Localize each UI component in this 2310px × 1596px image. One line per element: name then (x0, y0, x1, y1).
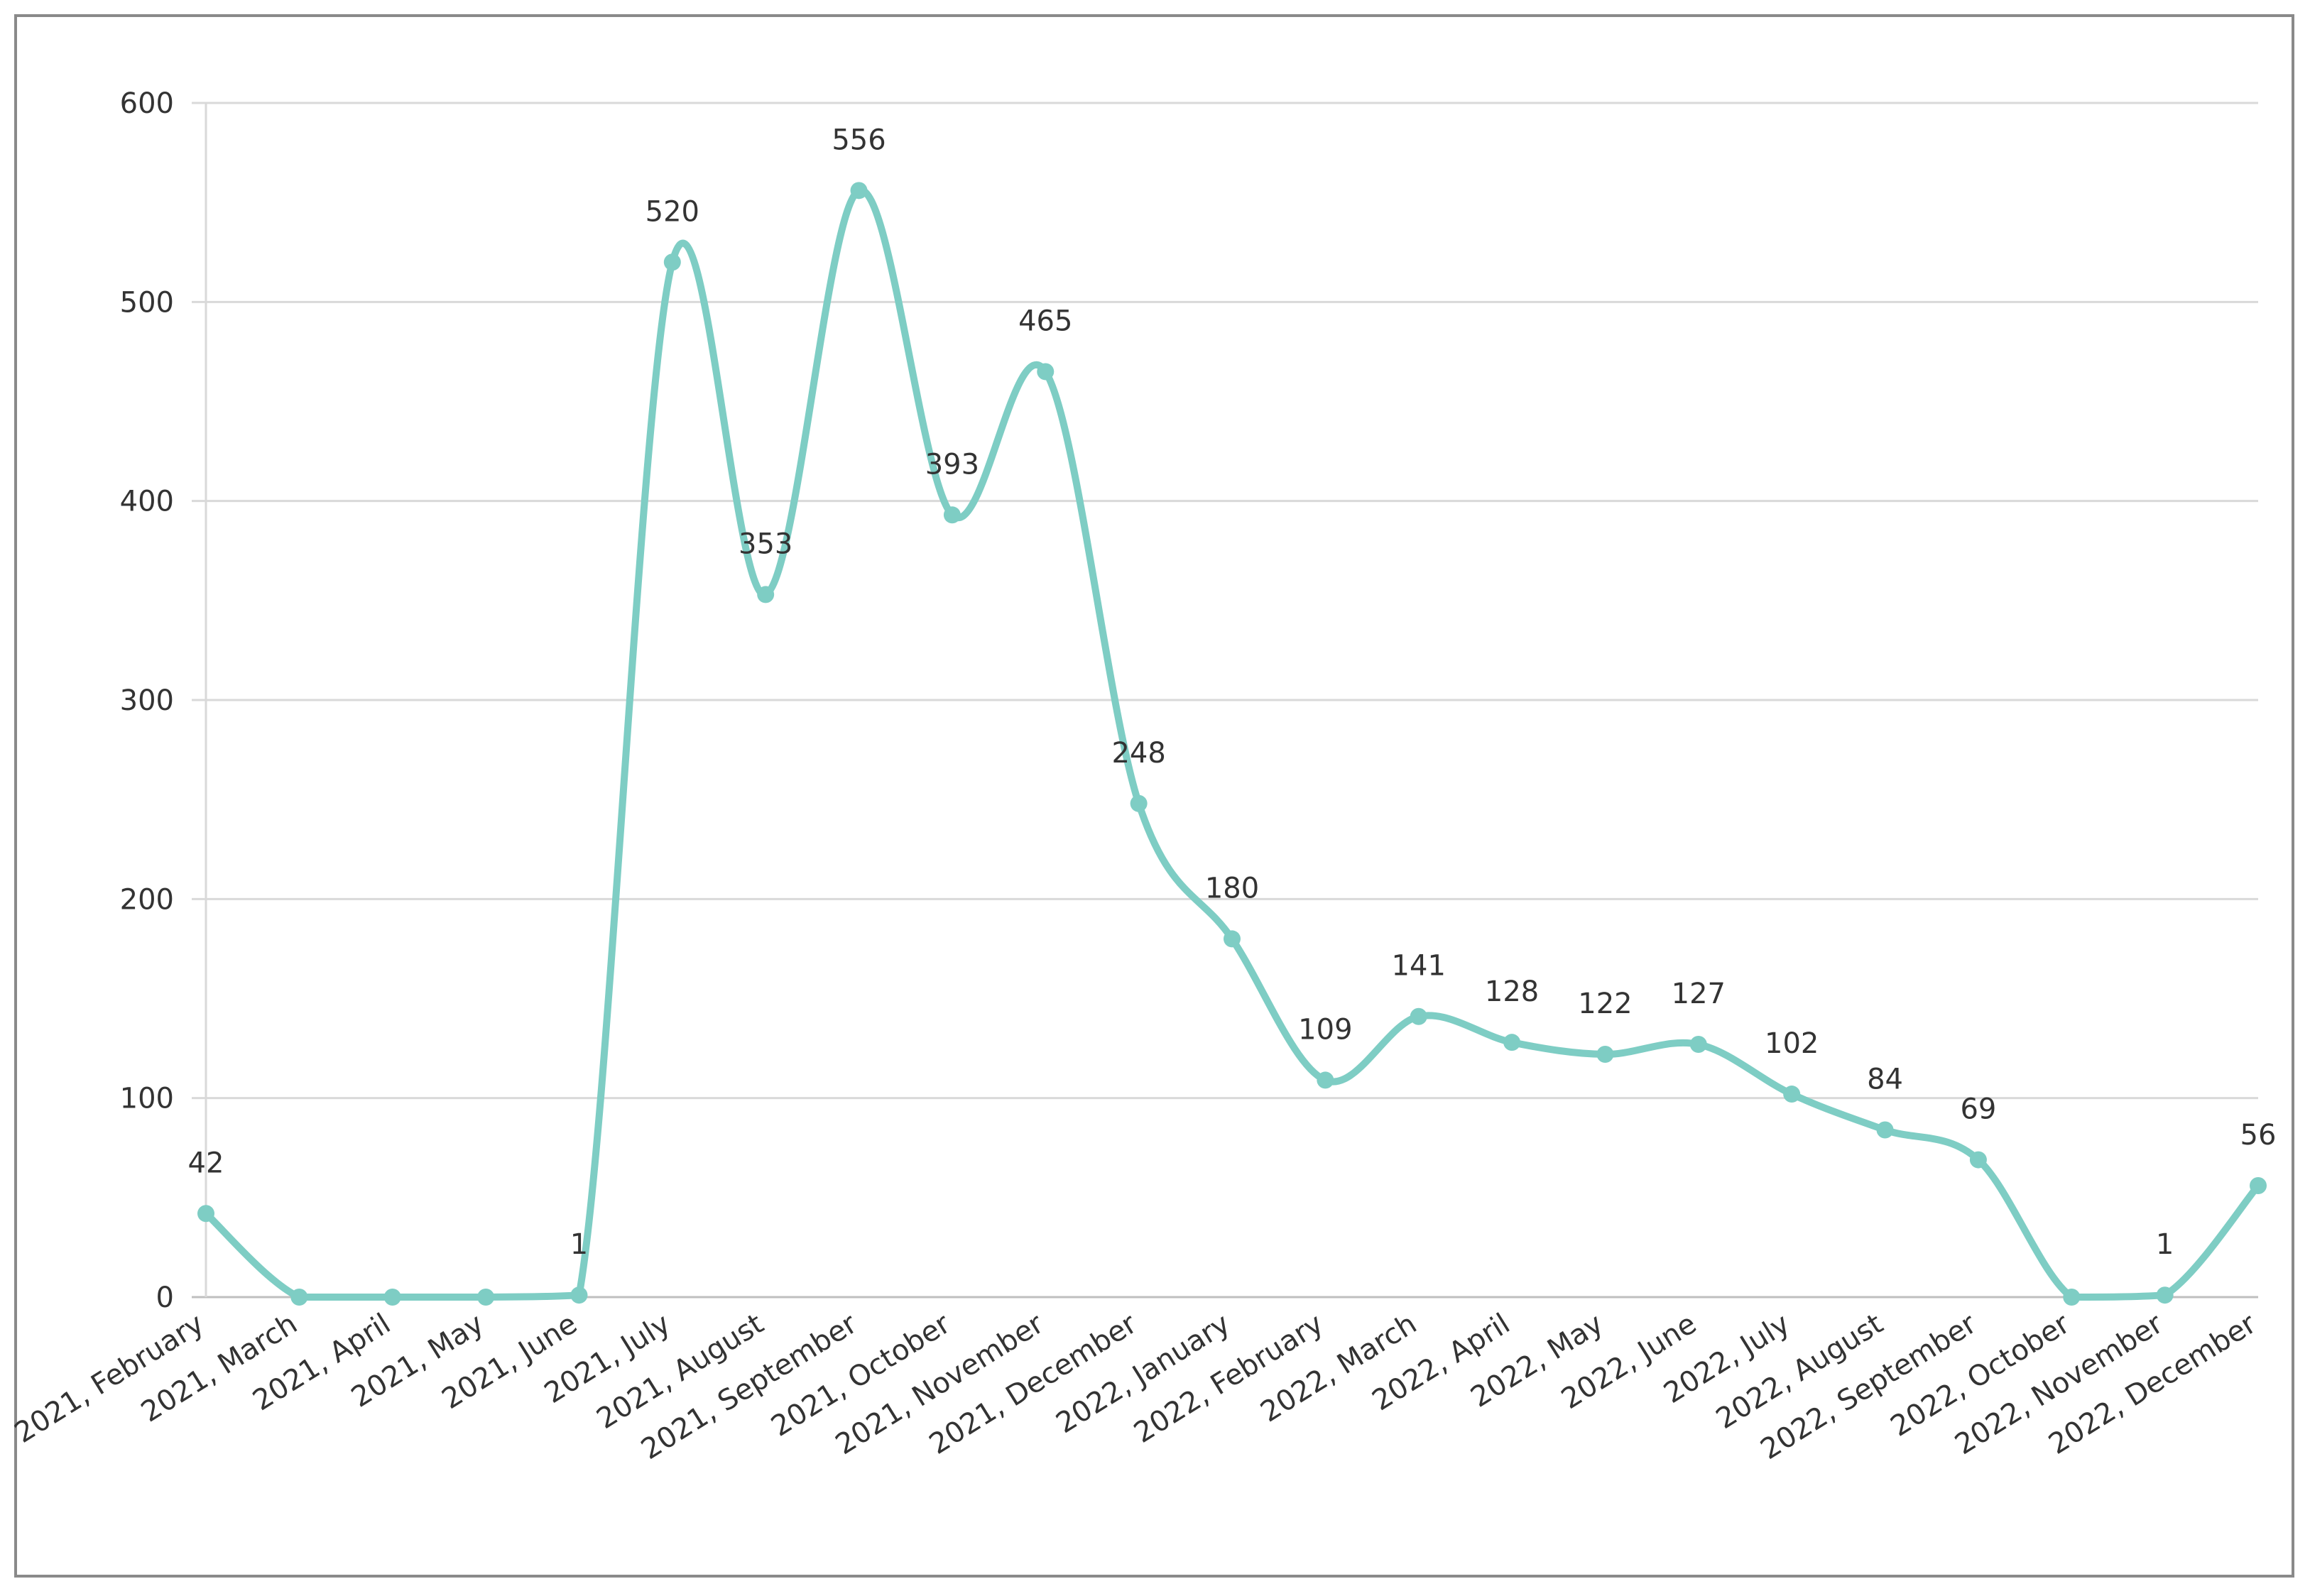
data-label: 180 (1205, 872, 1259, 904)
data-point (1783, 1086, 1801, 1103)
chart-frame (14, 14, 2294, 1578)
data-point (570, 1286, 588, 1304)
data-label: 556 (832, 124, 886, 156)
y-tick-label: 200 (120, 883, 174, 916)
x-tick-label: 2022, March (1255, 1307, 1422, 1428)
data-label: 109 (1298, 1013, 1352, 1046)
data-point (1876, 1121, 1894, 1139)
data-point (2250, 1177, 2267, 1195)
data-point (383, 1289, 401, 1306)
data-point (850, 182, 868, 200)
data-point (757, 586, 775, 603)
data-point (197, 1205, 214, 1223)
data-point (1224, 930, 1241, 948)
data-label: 128 (1485, 975, 1539, 1008)
data-point (1969, 1151, 1987, 1169)
data-label: 520 (645, 195, 699, 228)
data-point (290, 1289, 308, 1306)
data-label: 122 (1578, 988, 1632, 1020)
series-path (202, 187, 2262, 1301)
data-label: 393 (925, 448, 979, 481)
grid-lines (192, 102, 2258, 1299)
data-point (663, 253, 681, 271)
y-tick-label: 100 (120, 1083, 174, 1115)
data-point (1503, 1034, 1521, 1051)
data-label: 69 (1960, 1093, 1996, 1126)
data-label: 141 (1392, 950, 1446, 983)
y-tick-label: 0 (156, 1281, 174, 1314)
data-points (197, 182, 2267, 1306)
data-point (2063, 1289, 2081, 1306)
y-tick-label: 500 (120, 286, 174, 319)
y-axis: 0 100 200 300 400 500 600 (120, 87, 174, 1314)
data-point (2156, 1286, 2174, 1304)
y-tick-label: 600 (120, 87, 174, 120)
data-label: 102 (1765, 1027, 1819, 1060)
data-label: 42 (188, 1147, 224, 1179)
data-point (1689, 1035, 1707, 1053)
data-point (1317, 1071, 1334, 1089)
data-label: 127 (1672, 978, 1726, 1010)
data-label: 84 (1867, 1064, 1903, 1096)
data-label: 1 (2156, 1228, 2174, 1261)
data-label: 465 (1018, 305, 1072, 337)
y-tick-label: 400 (120, 486, 174, 518)
x-tick-label: 2021, March (136, 1307, 303, 1428)
data-point (1130, 794, 1148, 812)
data-point (1037, 363, 1055, 381)
data-labels: 42 1 520 353 556 393 465 248 180 109 141 128 122 127 1… (188, 124, 2277, 1261)
data-label: 56 (2240, 1119, 2277, 1152)
data-label: 248 (1111, 737, 1165, 770)
y-tick-label: 300 (120, 684, 174, 717)
series-line (202, 187, 2262, 1301)
data-point (1596, 1045, 1614, 1063)
data-point (477, 1289, 495, 1306)
data-label: 1 (570, 1228, 588, 1261)
data-label: 353 (739, 528, 792, 560)
data-point (1410, 1007, 1427, 1025)
data-point (943, 506, 961, 524)
